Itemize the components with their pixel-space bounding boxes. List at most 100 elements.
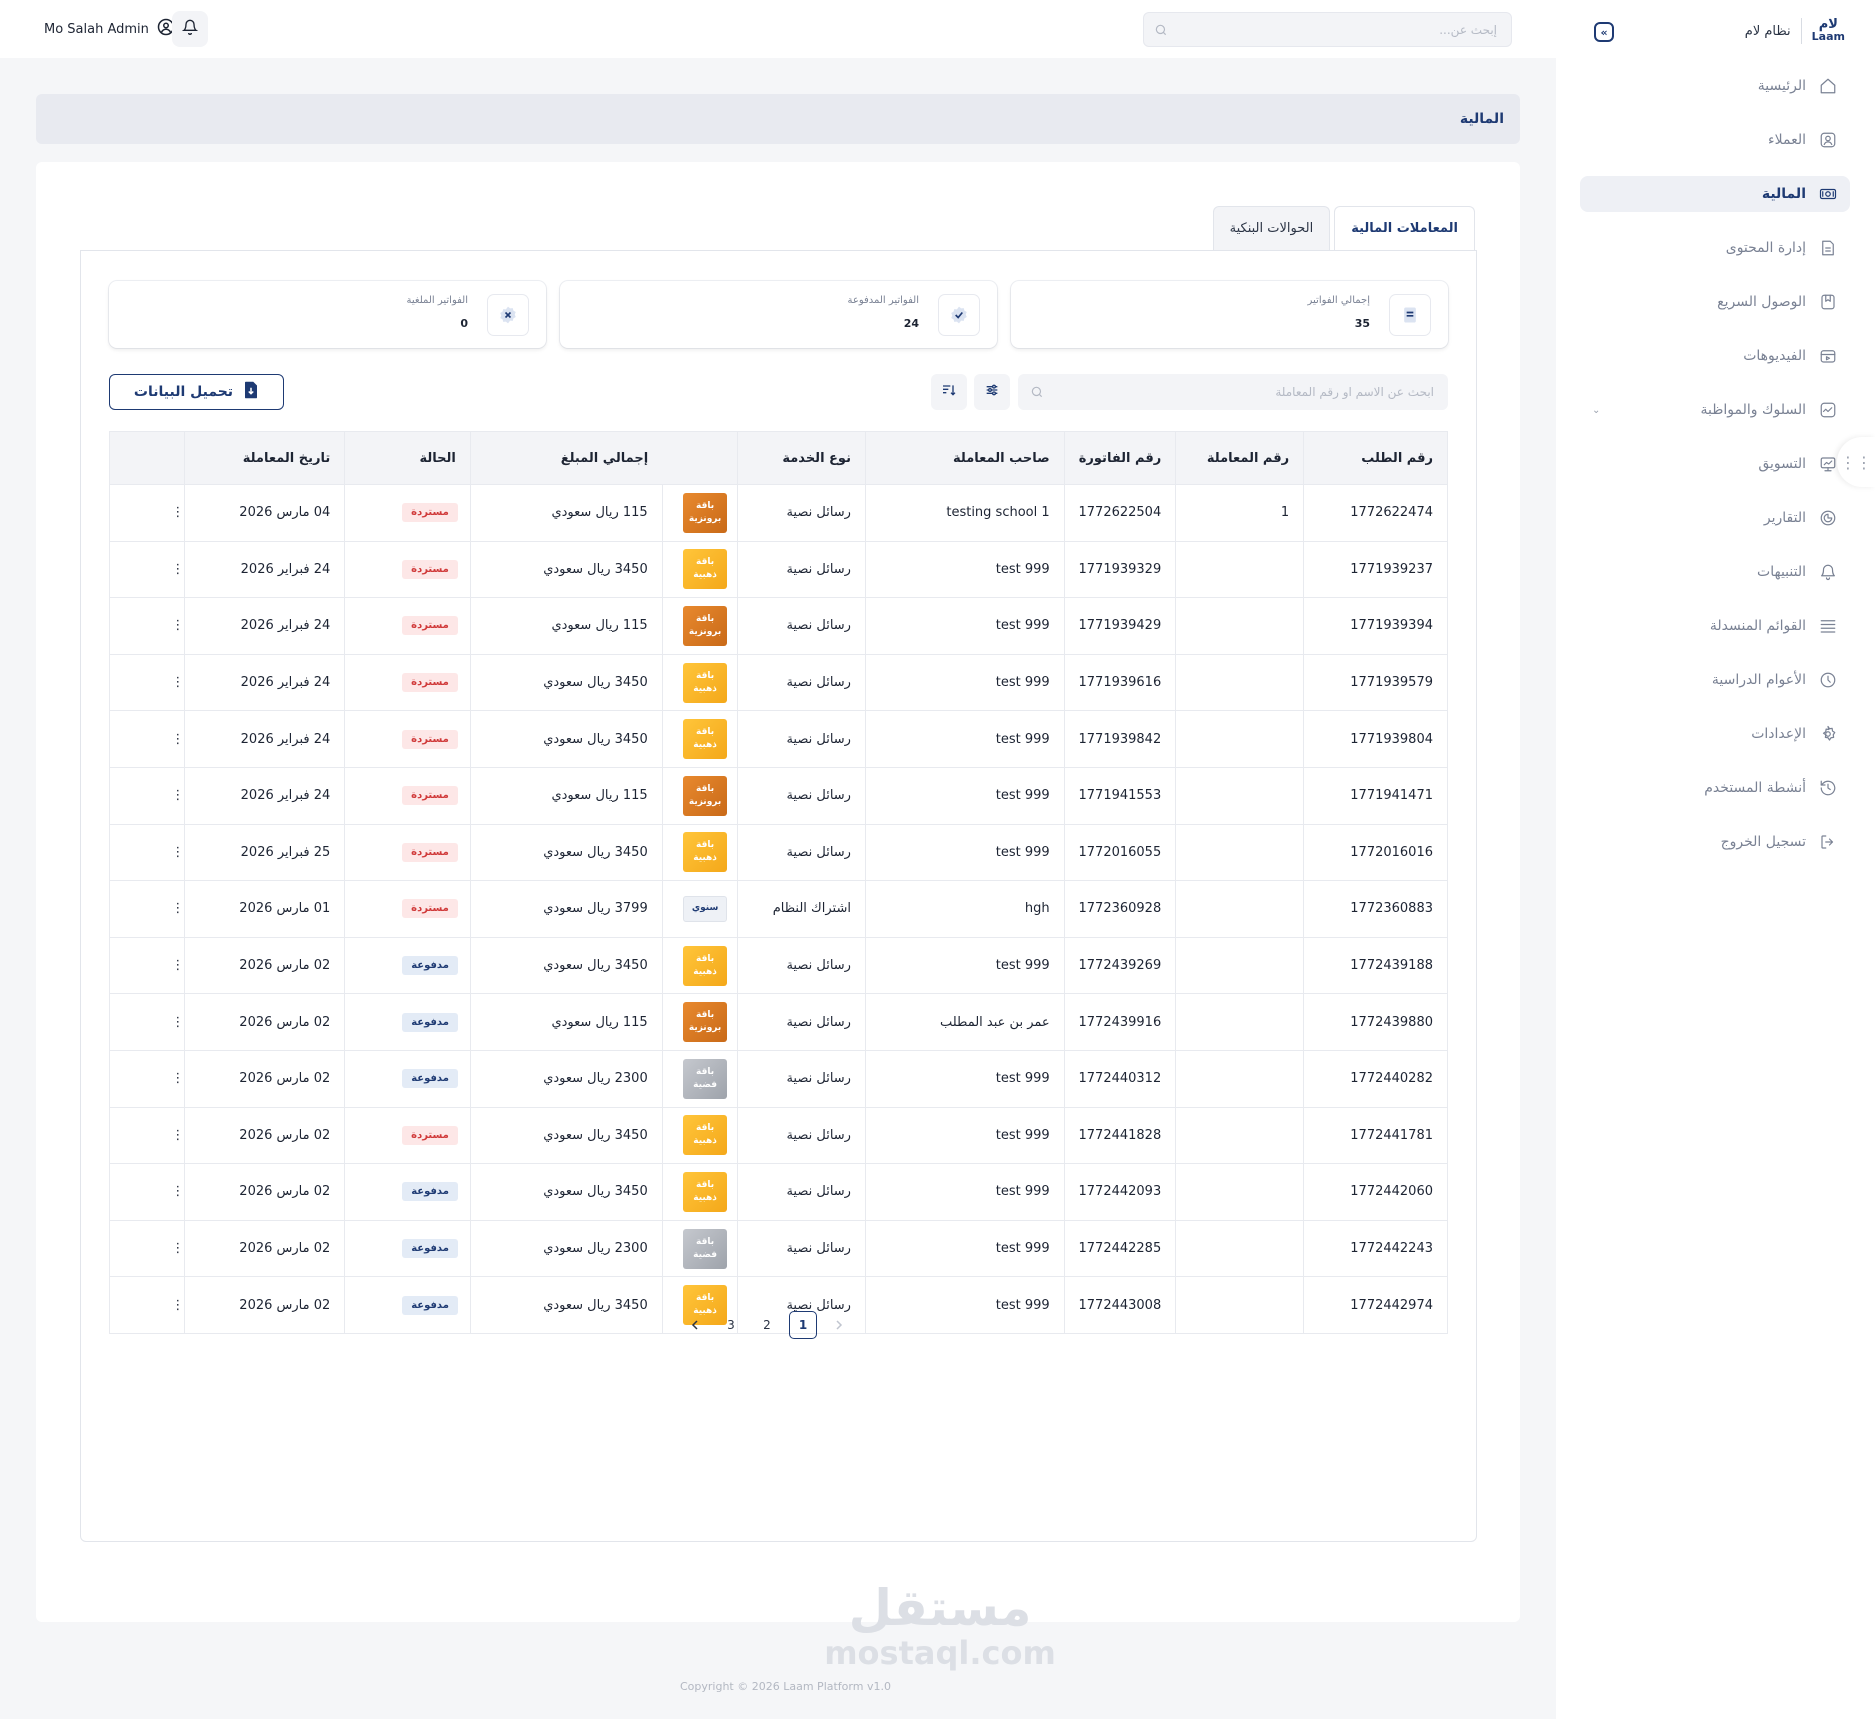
transactions-search-input[interactable] xyxy=(1064,385,1434,399)
row-actions-menu[interactable]: ⋮ xyxy=(108,710,185,768)
row-actions-menu[interactable]: ⋮ xyxy=(108,1276,185,1334)
sidebar-item-document[interactable]: إدارة المحتوى xyxy=(1580,230,1850,266)
cell-transaction-owner: test 999 xyxy=(864,710,1065,768)
cell-transaction-number xyxy=(1175,880,1304,938)
cell-total-amount: 3450 ريال سعودي xyxy=(469,710,663,768)
notifications-button[interactable] xyxy=(172,11,208,47)
sidebar-item-user[interactable]: العملاء xyxy=(1580,122,1850,158)
row-actions-menu[interactable]: ⋮ xyxy=(108,1163,185,1221)
table-row[interactable]: 1772442243 1772442285 test 999 رسائل نصية با… xyxy=(108,1219,1448,1277)
stat-label: الفواتير المدفوعة xyxy=(847,295,919,306)
table-row[interactable]: 1772439880 1772439916 عمر بن عبد المطلب رسا… xyxy=(108,993,1448,1051)
sidebar-item-clock[interactable]: الأعوام الدراسية xyxy=(1580,662,1850,698)
filter-button[interactable] xyxy=(974,374,1010,410)
sidebar-item-list[interactable]: القوائم المنسدلة xyxy=(1580,608,1850,644)
row-actions-menu[interactable]: ⋮ xyxy=(108,597,185,655)
row-actions-menu[interactable]: ⋮ xyxy=(108,766,185,825)
sidebar-item-label: التسويق xyxy=(1758,456,1806,472)
row-actions-menu[interactable]: ⋮ xyxy=(108,1106,185,1164)
header-transaction-owner[interactable]: صاحب المعاملة xyxy=(864,431,1065,485)
package-badge: باقة ذهبية xyxy=(683,832,728,873)
table-row[interactable]: 1772439188 1772439269 test 999 رسائل نصية با… xyxy=(108,936,1448,994)
cell-invoice-number: 1772439916 xyxy=(1063,993,1176,1051)
row-actions-menu[interactable]: ⋮ xyxy=(108,936,185,994)
sidebar-item-label: الرئيسية xyxy=(1757,78,1806,94)
header-status[interactable]: الحالة xyxy=(344,431,471,485)
table-row[interactable]: 1772016016 1772016055 test 999 رسائل نصية با… xyxy=(108,823,1448,881)
cell-total-amount: 3799 ريال سعودي xyxy=(469,880,663,938)
cell-invoice-number: 1771939329 xyxy=(1063,540,1176,598)
prev-page-button[interactable] xyxy=(681,1311,709,1339)
user-menu[interactable]: Mo Salah Admin xyxy=(44,18,175,40)
row-actions-menu[interactable]: ⋮ xyxy=(108,1219,185,1277)
cell-order-number: 1771939394 xyxy=(1303,597,1448,655)
table-row[interactable]: 1772440282 1772440312 test 999 رسائل نصية با… xyxy=(108,1049,1448,1108)
cell-invoice-number: 1772016055 xyxy=(1063,823,1176,881)
table-row[interactable]: 1771939394 1771939429 test 999 رسائل نصية با… xyxy=(108,597,1448,655)
header-service-type[interactable]: نوع الخدمة xyxy=(737,431,866,485)
cell-service-type: رسائل نصية xyxy=(737,540,866,598)
cell-status: مستردة xyxy=(344,880,471,938)
cell-transaction-number xyxy=(1175,1219,1304,1277)
cell-order-number: 1772442060 xyxy=(1303,1163,1448,1221)
sidebar-item-report[interactable]: التقارير xyxy=(1580,500,1850,536)
row-actions-menu[interactable]: ⋮ xyxy=(108,484,185,542)
header-transaction-number[interactable]: رقم المعاملة xyxy=(1175,431,1304,485)
drag-handle-icon[interactable]: ⋮⋮ xyxy=(1837,437,1875,487)
home-icon xyxy=(1818,76,1838,96)
table-row[interactable]: 1772442060 1772442093 test 999 رسائل نصية با… xyxy=(108,1163,1448,1221)
next-page-button[interactable] xyxy=(825,1311,853,1339)
brand[interactable]: لام Laam نظام لام xyxy=(1745,18,1845,44)
header-transaction-date[interactable]: تاريخ المعاملة xyxy=(184,431,345,485)
sidebar-item-label: الأعوام الدراسية xyxy=(1711,672,1806,688)
download-data-button[interactable]: تحميل البيانات xyxy=(109,374,284,410)
table-row[interactable]: 1771939579 1771939616 test 999 رسائل نصية با… xyxy=(108,653,1448,711)
package-badge: باقة ذهبية xyxy=(683,1285,728,1326)
status-badge: مستردة xyxy=(402,503,458,523)
table-header-row: رقم الطلب رقم المعاملة رقم الفاتورة صاحب… xyxy=(109,431,1448,485)
table-row[interactable]: 1772442974 1772443008 test 999 رسائل نصية با… xyxy=(108,1276,1448,1334)
row-actions-menu[interactable]: ⋮ xyxy=(108,993,185,1051)
header-order-number[interactable]: رقم الطلب xyxy=(1303,431,1448,485)
more-vertical-icon: ⋮ xyxy=(171,901,185,917)
cell-status: مستردة xyxy=(344,766,471,825)
row-actions-menu[interactable]: ⋮ xyxy=(108,653,185,711)
status-badge: مدفوعة xyxy=(402,1012,458,1032)
table-row[interactable]: 1772622474 1 1772622504 testing school 1 رسا… xyxy=(108,484,1448,542)
row-actions-menu[interactable]: ⋮ xyxy=(108,1049,185,1108)
table-row[interactable]: 1772360883 1772360928 hgh اشتراك النظام سنوي… xyxy=(108,880,1448,938)
sidebar-item-bookmark[interactable]: الوصول السريع xyxy=(1580,284,1850,320)
collapse-sidebar-button[interactable]: » xyxy=(1594,22,1614,42)
global-search-input[interactable] xyxy=(1177,22,1497,37)
page-1-button[interactable]: 1 xyxy=(789,1311,817,1339)
sidebar-item-logout[interactable]: تسجيل الخروج xyxy=(1580,824,1850,860)
sidebar-item-gear[interactable]: الإعدادات xyxy=(1580,716,1850,752)
sidebar-item-history[interactable]: أنشطة المستخدم xyxy=(1580,770,1850,806)
sidebar-item-activity[interactable]: السلوك والمواظبة ⌄ xyxy=(1580,392,1850,428)
table-row[interactable]: 1771941471 1771941553 test 999 رسائل نصية با… xyxy=(108,766,1448,825)
stat-value: 24 xyxy=(903,317,919,330)
cell-order-number: 1771939237 xyxy=(1303,540,1448,598)
header-invoice-number[interactable]: رقم الفاتورة xyxy=(1063,431,1176,485)
row-actions-menu[interactable]: ⋮ xyxy=(108,540,185,598)
sidebar-item-money[interactable]: المالية xyxy=(1580,176,1850,212)
row-actions-menu[interactable]: ⋮ xyxy=(108,880,185,938)
chevron-down-icon[interactable]: ⌄ xyxy=(1592,404,1601,416)
table-row[interactable]: 1771939237 1771939329 test 999 رسائل نصية با… xyxy=(108,540,1448,598)
page-2-button[interactable]: 2 xyxy=(763,1318,771,1332)
clock-icon xyxy=(1818,670,1838,690)
page-3-button[interactable]: 3 xyxy=(727,1318,735,1332)
row-actions-menu[interactable]: ⋮ xyxy=(108,823,185,881)
sidebar-item-bell[interactable]: التنبيهات xyxy=(1580,554,1850,590)
sidebar-item-home[interactable]: الرئيسية xyxy=(1580,68,1850,104)
sidebar-item-chart[interactable]: التسويق xyxy=(1580,446,1850,482)
sort-button[interactable] xyxy=(931,374,967,410)
header-total-amount[interactable]: إجمالي المبلغ xyxy=(469,431,663,485)
tab-financial-transactions[interactable]: المعاملات المالية xyxy=(1334,206,1475,250)
sidebar-item-video[interactable]: الفيديوهات xyxy=(1580,338,1850,374)
tab-bank-transfers[interactable]: الحوالات البنكية xyxy=(1212,206,1331,250)
tab-panel: إجمالي الفواتير 35 الفواتير المدفوعة 24 … xyxy=(80,250,1477,1542)
table-row[interactable]: 1771939804 1771939842 test 999 رسائل نصية با… xyxy=(108,710,1448,768)
package-badge: باقة برونزية xyxy=(683,492,728,533)
table-row[interactable]: 1772441781 1772441828 test 999 رسائل نصية با… xyxy=(108,1106,1448,1164)
